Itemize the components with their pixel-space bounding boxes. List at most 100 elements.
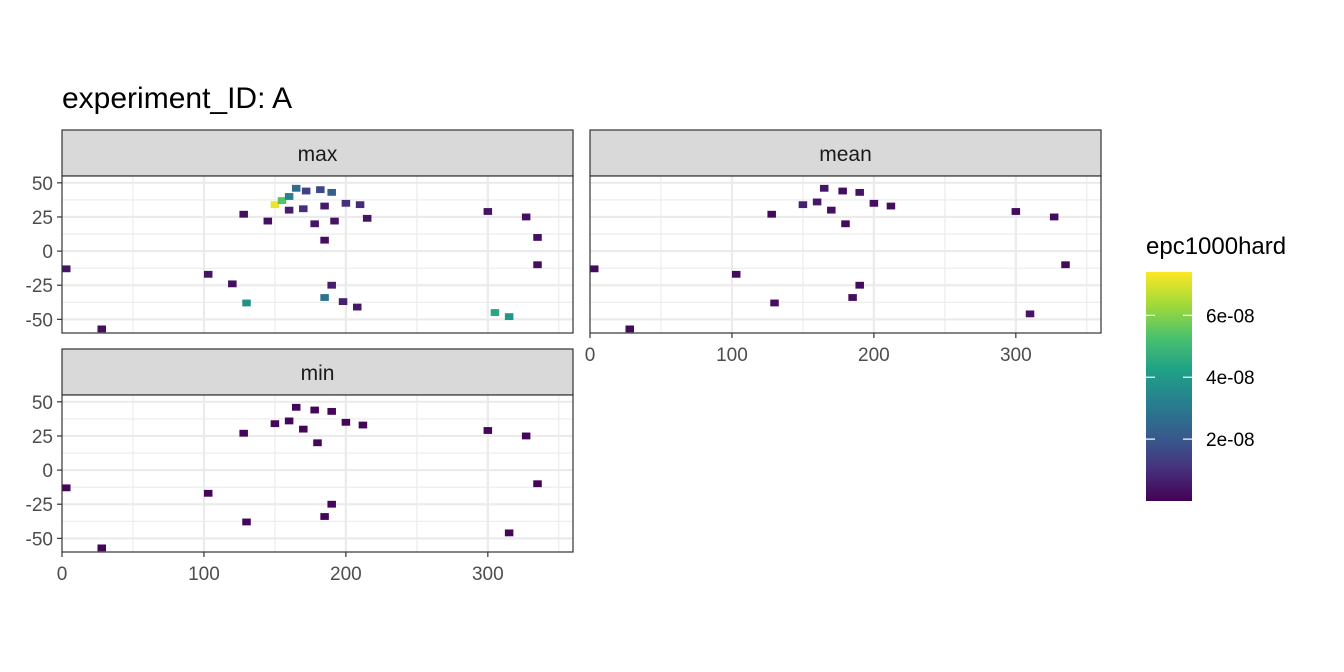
- heat-cell: [855, 188, 864, 196]
- heat-cell: [327, 188, 336, 196]
- legend-tick-label: 6e-08: [1206, 306, 1255, 327]
- heat-cell: [483, 208, 493, 215]
- facet-panel-max: max 50 25 0 -25 -50: [26, 129, 574, 334]
- heat-cell: [504, 529, 514, 537]
- y-tick-label: -25: [26, 495, 53, 516]
- y-tick-label: 25: [32, 208, 53, 229]
- x-tick-label: 200: [858, 345, 890, 366]
- heat-cell: [819, 184, 829, 192]
- heat-cell: [62, 265, 71, 273]
- heat-cell: [1025, 310, 1035, 318]
- heat-cell: [533, 234, 542, 241]
- heat-cell: [228, 280, 237, 288]
- y-tick-label: 25: [32, 427, 53, 448]
- facet-panels: max 50 25 0 -25 -50 mean 0 100 200 300 min 50 25 0 -25 -…: [26, 129, 1102, 585]
- heat-cell: [203, 270, 213, 278]
- heat-cell: [848, 294, 857, 301]
- facet-strip: [61, 348, 574, 396]
- heat-cell: [320, 294, 329, 301]
- legend-title: epc1000hard: [1146, 233, 1286, 260]
- heat-cell: [590, 265, 599, 273]
- panel-border: [61, 175, 574, 334]
- heat-cell: [320, 236, 329, 244]
- heat-cell: [239, 210, 248, 218]
- facet-strip-label: max: [298, 143, 338, 166]
- y-tick-label: -50: [26, 310, 53, 331]
- legend-tick-label: 4e-08: [1206, 368, 1255, 389]
- legend-tick-label: 2e-08: [1206, 430, 1255, 451]
- y-tick-label: -50: [26, 529, 53, 550]
- y-tick-label: 50: [32, 393, 53, 414]
- heat-cell: [533, 261, 542, 269]
- heat-cell: [767, 210, 776, 218]
- heat-cell: [1049, 213, 1059, 221]
- chart-title: experiment_ID: A: [62, 82, 292, 115]
- heat-cell: [316, 186, 325, 194]
- facet-strip-label: mean: [819, 143, 872, 166]
- heat-cell: [299, 425, 308, 433]
- heat-cell: [869, 199, 879, 207]
- heat-cell: [284, 193, 294, 200]
- facet-strip: [61, 129, 574, 177]
- heat-cell: [338, 298, 348, 306]
- heat-cell: [239, 429, 248, 437]
- x-tick-label: 0: [585, 345, 596, 366]
- heat-cell: [313, 439, 322, 447]
- heat-cell: [291, 403, 301, 411]
- heat-cell: [327, 407, 336, 415]
- heat-cell: [299, 205, 308, 213]
- heat-cell: [327, 281, 336, 289]
- heat-cell: [625, 325, 635, 333]
- heat-cell: [97, 544, 107, 552]
- heat-cell: [841, 220, 850, 228]
- heat-cell: [490, 309, 500, 316]
- heat-cell: [838, 187, 847, 195]
- x-tick-label: 300: [1000, 345, 1032, 366]
- heat-cell: [284, 206, 294, 214]
- heat-cell: [504, 313, 514, 321]
- heat-cell: [270, 201, 280, 209]
- heat-cell: [521, 432, 531, 440]
- heat-cell: [533, 480, 542, 488]
- color-legend: epc1000hard 2e-08 4e-08 6e-08: [1146, 233, 1286, 501]
- heat-cell: [521, 213, 531, 221]
- heat-cell: [1011, 208, 1021, 215]
- heat-cell: [330, 217, 339, 225]
- x-tick-label: 100: [716, 345, 748, 366]
- y-tick-label: 0: [42, 242, 53, 263]
- heat-cell: [203, 489, 213, 497]
- x-tick-label: 200: [330, 564, 362, 585]
- y-tick-label: 0: [42, 461, 53, 482]
- heat-cell: [886, 202, 896, 210]
- heat-cell: [301, 187, 311, 195]
- x-tick-label: 0: [57, 564, 68, 585]
- heat-cell: [242, 299, 251, 307]
- heat-cell: [731, 270, 741, 278]
- heat-cell: [320, 513, 329, 520]
- panel-border: [589, 175, 1102, 334]
- heat-cell: [310, 406, 319, 414]
- heat-cell: [341, 199, 351, 207]
- facet-panel-mean: mean 0 100 200 300: [585, 129, 1102, 366]
- facet-strip: [589, 129, 1102, 177]
- heat-cell: [310, 220, 319, 228]
- panel-border: [61, 394, 574, 553]
- heat-cell: [770, 299, 779, 307]
- legend-colorbar: [1146, 272, 1192, 501]
- heat-cell: [97, 325, 107, 333]
- heat-cell: [263, 217, 273, 225]
- heat-cell: [242, 518, 251, 526]
- heat-cell: [291, 184, 301, 192]
- heat-cell: [358, 421, 368, 429]
- y-tick-label: -25: [26, 276, 53, 297]
- x-tick-label: 100: [188, 564, 220, 585]
- heat-cell: [362, 214, 372, 222]
- heat-cell: [320, 202, 329, 210]
- heat-cell: [352, 303, 362, 311]
- heat-cell: [812, 198, 822, 206]
- heat-cell: [1061, 261, 1070, 269]
- heat-cell: [483, 427, 493, 434]
- y-tick-label: 50: [32, 174, 53, 195]
